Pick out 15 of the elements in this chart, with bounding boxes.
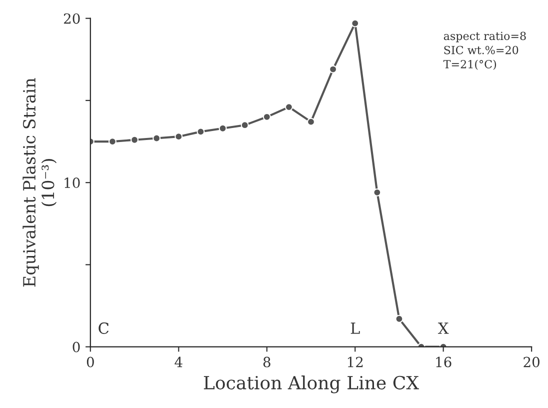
annotation: aspect ratio=8 SIC wt.%=20 T=21(°C)	[443, 32, 526, 70]
x-tick-label: 0	[86, 356, 94, 368]
annotation: X	[438, 322, 449, 334]
x-tick-label: 20	[524, 356, 540, 368]
x-tick-label: 16	[436, 356, 452, 368]
annotation: L	[350, 322, 360, 334]
annotation: C	[98, 322, 109, 334]
y-tick-label: 20	[64, 13, 80, 24]
x-tick-label: 8	[263, 356, 270, 368]
x-tick-label: 4	[174, 356, 182, 368]
x-axis-title: Location Along Line CX	[204, 376, 419, 394]
y-tick-label: 10	[64, 178, 80, 188]
y-axis-title: Equivalent Plastic Strain (10⁻³)	[22, 78, 57, 287]
x-tick-label: 12	[348, 356, 363, 368]
y-tick-label: 0	[72, 342, 80, 352]
